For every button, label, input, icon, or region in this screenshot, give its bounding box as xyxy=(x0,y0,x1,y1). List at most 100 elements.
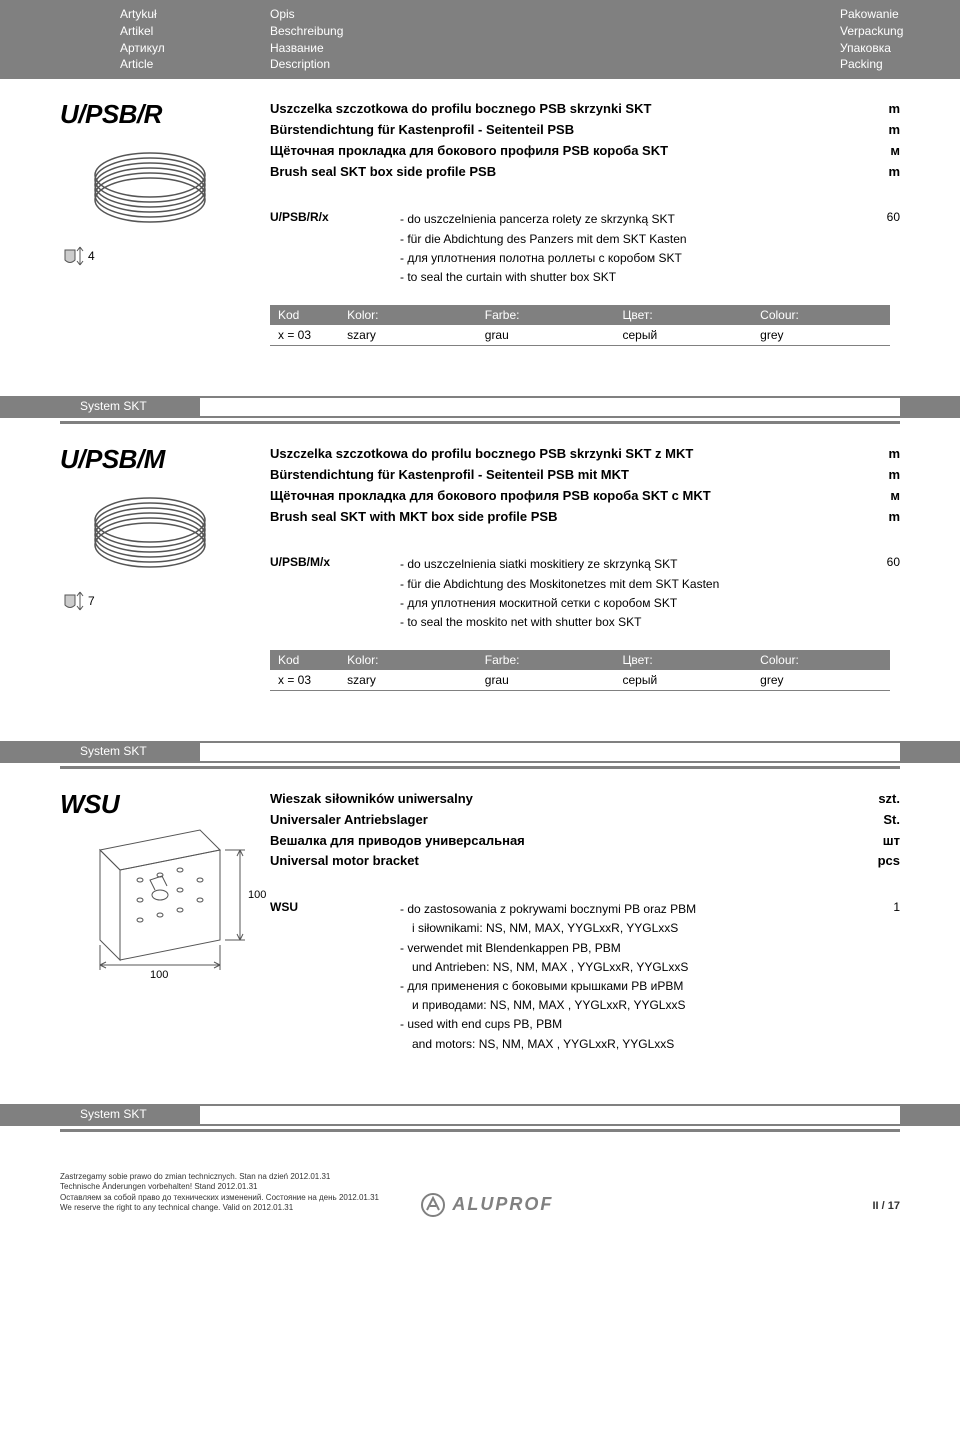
article-code: U/PSB/M xyxy=(60,444,270,475)
td: серый xyxy=(614,325,752,346)
desc-unit: m xyxy=(850,162,900,183)
system-label: System SKT xyxy=(80,399,147,413)
desc-unit: m xyxy=(850,120,900,141)
dimension-label: 100 xyxy=(150,969,168,980)
system-label: System SKT xyxy=(80,744,147,758)
desc-text: Universal motor bracket xyxy=(270,851,850,872)
desc-text: Uszczelka szczotkowa do profilu bocznego… xyxy=(270,444,850,465)
article-code: WSU xyxy=(60,789,270,820)
product-section: U/PSB/M xyxy=(0,424,960,701)
variant-qty: 1 xyxy=(860,900,900,1054)
header-col-description: Opis Beschreibung Название Description xyxy=(270,6,840,73)
header-label: Description xyxy=(270,56,840,73)
td: szary xyxy=(339,325,477,346)
dimension-label: 4 xyxy=(88,249,95,263)
variant-line: - verwendet mit Blendenkappen PB, PBM xyxy=(400,939,860,958)
dimension-label: 100 xyxy=(248,889,266,901)
footer-logo: ALUPROF xyxy=(420,1192,553,1218)
th-kod: Kod xyxy=(270,305,339,325)
header-col-article: Artykuł Artikel Артикул Article xyxy=(0,6,270,73)
desc-text: Universaler Antriebslager xyxy=(270,810,850,831)
header-label: Opis xyxy=(270,6,840,23)
dimension-label: 7 xyxy=(88,594,95,608)
desc-unit: m xyxy=(850,99,900,120)
th-farbe: Farbe: xyxy=(477,650,615,670)
th-cvet: Цвет: xyxy=(614,650,752,670)
desc-unit: m xyxy=(850,444,900,465)
article-code: U/PSB/R xyxy=(60,99,270,130)
desc-unit: pcs xyxy=(850,851,900,872)
variant-line: and motors: NS, NM, MAX , YYGLxxR, YYGLx… xyxy=(400,1035,860,1054)
footer: Zastrzegamy sobie prawo do zmian technic… xyxy=(0,1172,960,1214)
variant-line: - do zastosowania z pokrywami bocznymi P… xyxy=(400,900,860,919)
coil-icon xyxy=(80,130,220,230)
desc-text: Uszczelka szczotkowa do profilu bocznego… xyxy=(270,99,850,120)
product-image: 7 xyxy=(60,475,270,605)
th-kolor: Kolor: xyxy=(339,305,477,325)
system-white-strip xyxy=(200,1104,900,1126)
variant-code: WSU xyxy=(270,900,400,1054)
page: Artykuł Artikel Артикул Article Opis Bes… xyxy=(0,0,960,1243)
color-table: Kod Kolor: Farbe: Цвет: Colour: x = 03 s… xyxy=(270,650,890,691)
variant-qty: 60 xyxy=(860,555,900,632)
desc-unit: m xyxy=(850,465,900,486)
desc-unit: szt. xyxy=(850,789,900,810)
header-label: Article xyxy=(120,56,270,73)
system-bar: System SKT xyxy=(0,741,960,763)
header-label: Упаковка xyxy=(840,40,940,57)
variant-line: und Antrieben: NS, NM, MAX , YYGLxxR, YY… xyxy=(400,958,860,977)
desc-unit: St. xyxy=(850,810,900,831)
desc-text: Bürstendichtung für Kastenprofil - Seite… xyxy=(270,120,850,141)
variant-line: - для уплотнения полотна роллеты с короб… xyxy=(400,249,860,268)
footer-line: Technische Änderungen vorbehalten! Stand… xyxy=(60,1182,900,1192)
product-image: 4 xyxy=(60,130,270,260)
product-image: 100 100 xyxy=(60,820,270,980)
variant-code: U/PSB/M/x xyxy=(270,555,400,632)
desc-text: Щёточная прокладка для бокового профиля … xyxy=(270,486,850,507)
th-kolor: Kolor: xyxy=(339,650,477,670)
desc-text: Brush seal SKT box side profile PSB xyxy=(270,162,850,183)
variant-qty: 60 xyxy=(860,210,900,287)
product-section: WSU xyxy=(0,769,960,1064)
dimension-icon-4: 4 xyxy=(60,245,120,275)
header-label: Packing xyxy=(840,56,940,73)
desc-text: Щёточная прокладка для бокового профиля … xyxy=(270,141,850,162)
system-white-strip xyxy=(200,396,900,418)
variant-desc: - do uszczelnienia siatki moskitiery ze … xyxy=(400,555,860,632)
header-label: Артикул xyxy=(120,40,270,57)
variant-line: - для уплотнения москитной сетки с короб… xyxy=(400,594,860,613)
th-colour: Colour: xyxy=(752,305,890,325)
system-white-strip xyxy=(200,741,900,763)
variant-line: - to seal the moskito net with shutter b… xyxy=(400,613,860,632)
th-colour: Colour: xyxy=(752,650,890,670)
system-bar: System SKT xyxy=(0,1104,960,1126)
bracket-icon: 100 100 xyxy=(70,820,270,980)
td: grau xyxy=(477,670,615,691)
desc-unit: м xyxy=(850,141,900,162)
divider xyxy=(60,1129,900,1132)
desc-text: Brush seal SKT with MKT box side profile… xyxy=(270,507,850,528)
desc-text: Вешалка для приводов универсальная xyxy=(270,831,850,852)
variant-line: и приводами: NS, NM, MAX , YYGLxxR, YYGL… xyxy=(400,996,860,1015)
th-cvet: Цвет: xyxy=(614,305,752,325)
footer-line: Zastrzegamy sobie prawo do zmian technic… xyxy=(60,1172,900,1182)
page-number: II / 17 xyxy=(872,1199,900,1213)
header-label: Pakowanie xyxy=(840,6,940,23)
variant-desc: - do zastosowania z pokrywami bocznymi P… xyxy=(400,900,860,1054)
desc-unit: шт xyxy=(850,831,900,852)
color-table: Kod Kolor: Farbe: Цвет: Colour: x = 03 s… xyxy=(270,305,890,346)
header-label: Название xyxy=(270,40,840,57)
variant-desc: - do uszczelnienia pancerza rolety ze sk… xyxy=(400,210,860,287)
header-label: Artikel xyxy=(120,23,270,40)
td: x = 03 xyxy=(270,325,339,346)
th-farbe: Farbe: xyxy=(477,305,615,325)
header-label: Verpackung xyxy=(840,23,940,40)
td: grau xyxy=(477,325,615,346)
logo-text: ALUPROF xyxy=(452,1194,553,1214)
logo-icon xyxy=(420,1192,446,1218)
variant-line: - für die Abdichtung des Panzers mit dem… xyxy=(400,230,860,249)
coil-icon xyxy=(80,475,220,575)
desc-unit: m xyxy=(850,507,900,528)
desc-text: Bürstendichtung für Kastenprofil - Seite… xyxy=(270,465,850,486)
variant-line: - do uszczelnienia siatki moskitiery ze … xyxy=(400,555,860,574)
